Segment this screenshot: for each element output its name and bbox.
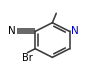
Text: Br: Br — [22, 53, 33, 63]
Text: N: N — [71, 26, 79, 36]
Text: N: N — [8, 26, 16, 36]
